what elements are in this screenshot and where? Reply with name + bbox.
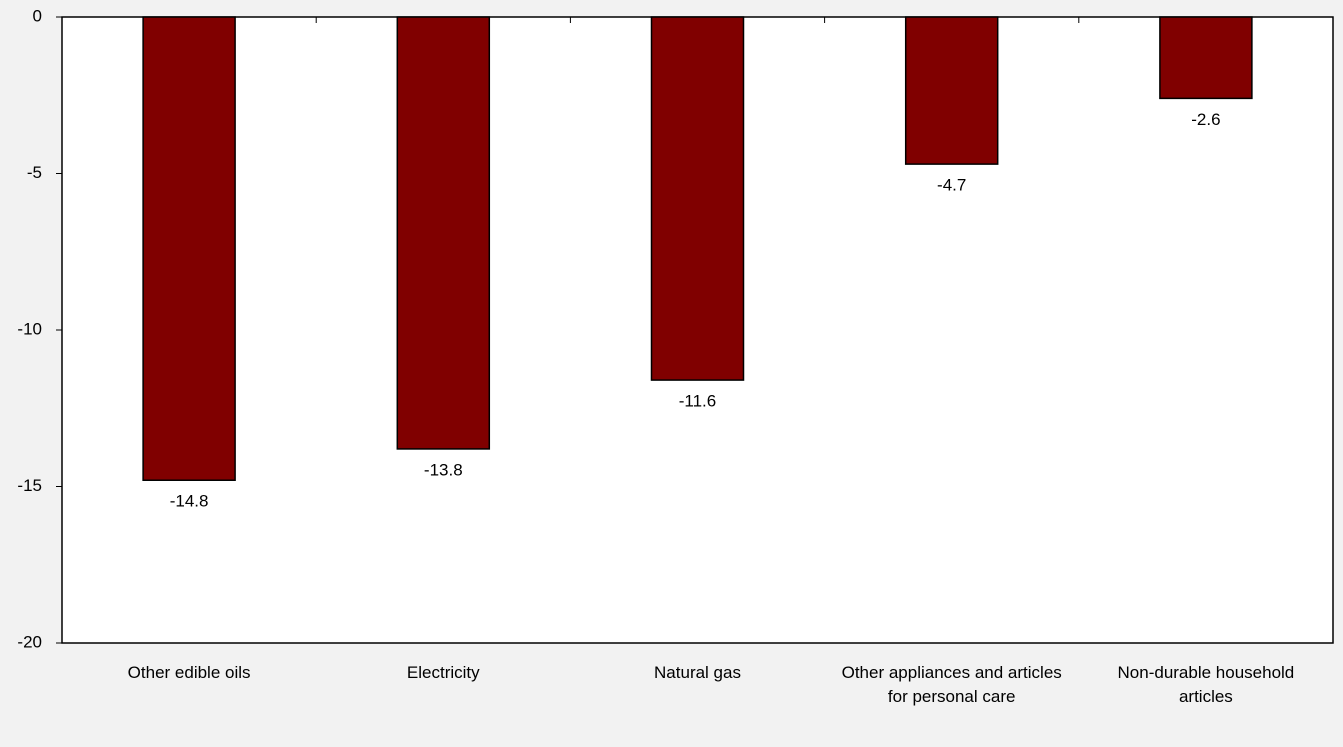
- bar: [904, 16, 999, 165]
- y-tick-label: -15: [17, 476, 42, 495]
- y-tick-label: 0: [33, 6, 42, 25]
- x-tick-label: Other edible oils: [127, 663, 251, 682]
- x-tick-label: Natural gas: [654, 663, 741, 682]
- y-tick-label: -5: [27, 163, 42, 182]
- value-label: -2.6: [1191, 110, 1220, 129]
- value-label: -14.8: [170, 492, 209, 511]
- bar: [396, 16, 491, 450]
- x-tick-label: Electricity: [406, 663, 480, 682]
- x-tick-label: Other appliances and articles for person…: [841, 663, 1062, 706]
- value-label: -13.8: [424, 460, 463, 479]
- value-label: -4.7: [937, 176, 966, 195]
- bar: [142, 16, 236, 481]
- bar: [1159, 16, 1253, 100]
- value-label: -11.6: [679, 392, 717, 411]
- y-tick-label: -10: [17, 319, 42, 338]
- y-tick-label: -20: [17, 632, 42, 651]
- bar: [650, 16, 745, 381]
- x-tick-label: Non-durable household articles: [1117, 663, 1295, 706]
